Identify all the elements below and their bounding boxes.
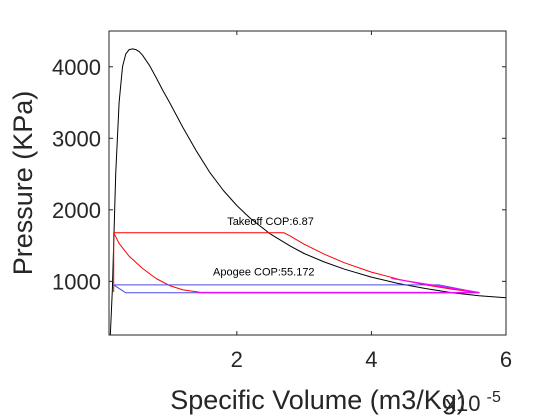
axes-box (108, 30, 507, 336)
x-exponent-power: -5 (487, 389, 501, 406)
series-line-1 (113, 232, 480, 294)
annotation-0: Takeoff COP:6.87 (227, 216, 314, 228)
y-axis-label: Pressure (KPa) (8, 91, 38, 276)
series-line-0 (109, 48, 507, 336)
y-tick-label-0: 1000 (52, 269, 101, 294)
axes (108, 30, 507, 336)
x-exponent-base: x10 (445, 391, 480, 416)
y-tick-label-1: 2000 (52, 198, 101, 223)
x-axis-label: Specific Volume (m3/Kg) (170, 385, 466, 415)
y-tick-label-3: 4000 (52, 55, 101, 80)
y-tick-label-2: 3000 (52, 126, 101, 151)
tick-labels: 2 4 6 1000 2000 3000 4000 (52, 55, 512, 372)
series-line-3 (196, 278, 480, 293)
annotation-1: Apogee COP:55.172 (213, 267, 315, 279)
plot-area: Takeoff COP:6.87 Apogee COP:55.172 (109, 48, 507, 336)
plot-background (109, 31, 506, 335)
x-tick-label-0: 2 (231, 347, 243, 372)
x-exponent-label: x10 -5 (445, 389, 501, 416)
x-tick-label-1: 4 (365, 347, 377, 372)
x-tick-label-2: 6 (500, 347, 512, 372)
